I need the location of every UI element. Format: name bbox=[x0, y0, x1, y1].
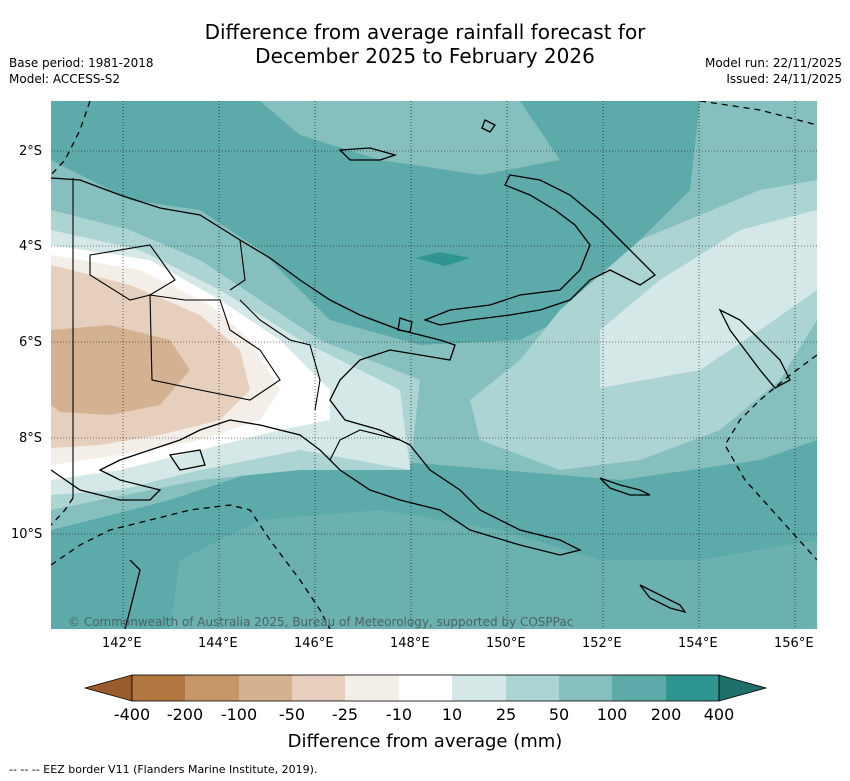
lon-label: 156°E bbox=[774, 636, 814, 651]
colorbar-cell bbox=[399, 675, 452, 701]
contour-east-10-25 bbox=[600, 210, 817, 388]
eez-borders bbox=[51, 101, 817, 629]
lat-label: 6°S bbox=[19, 335, 43, 350]
eez-footnote: -- -- -- EEZ border V11 (Flanders Marine… bbox=[9, 763, 318, 776]
province-border-5 bbox=[229, 239, 246, 291]
colorbar-tick: -200 bbox=[166, 705, 204, 724]
colorbar-tick: 50 bbox=[548, 705, 570, 724]
eez-line-3 bbox=[724, 354, 817, 561]
manus-coast bbox=[338, 147, 398, 161]
lon-label: 144°E bbox=[198, 636, 238, 651]
copyright-notice: © Commonwealth of Australia 2025, Bureau… bbox=[68, 615, 574, 629]
colorbar-cell bbox=[292, 675, 345, 701]
issued-label: Issued: 24/11/2025 bbox=[726, 72, 842, 86]
province-border-4 bbox=[329, 429, 401, 461]
australia-coast bbox=[124, 559, 141, 629]
colorbar-frame bbox=[131, 674, 720, 702]
colorbar-extend-low bbox=[83, 674, 133, 702]
model-label: Model: ACCESS-S2 bbox=[9, 72, 121, 86]
lon-label: 152°E bbox=[582, 636, 622, 651]
colorbar-tick: 25 bbox=[495, 705, 517, 724]
colorbar-cell bbox=[345, 675, 399, 701]
base-period-label: Base period: 1981-2018 bbox=[9, 56, 154, 70]
province-border-3 bbox=[239, 299, 321, 411]
eez-line-1 bbox=[51, 101, 91, 176]
contour-brown-50-100 bbox=[51, 325, 190, 415]
lat-label: 10°S bbox=[11, 527, 43, 542]
colorbar bbox=[83, 674, 768, 702]
map-title-line2: December 2025 to February 2026 bbox=[255, 44, 595, 68]
colorbar-tick: -10 bbox=[385, 705, 413, 724]
colorbar-cell bbox=[452, 675, 506, 701]
colorbar-cell bbox=[132, 675, 185, 701]
delta-coast bbox=[168, 449, 206, 471]
lat-label: 4°S bbox=[19, 239, 43, 254]
island-2 bbox=[397, 317, 413, 333]
colorbar-tick: -50 bbox=[278, 705, 306, 724]
colorbar-tick: 400 bbox=[703, 705, 735, 724]
colorbar-tick: 200 bbox=[650, 705, 682, 724]
bougainville-coast bbox=[718, 308, 791, 389]
coastlines bbox=[51, 119, 791, 629]
lat-label: 8°S bbox=[19, 431, 43, 446]
colorbar-tick: -100 bbox=[220, 705, 258, 724]
lon-label: 148°E bbox=[390, 636, 430, 651]
contour-spot-200 bbox=[415, 252, 470, 266]
colorbar-cell bbox=[185, 675, 239, 701]
lon-label: 154°E bbox=[678, 636, 718, 651]
gridlines bbox=[51, 101, 817, 629]
colorbar-title: Difference from average (mm) bbox=[287, 731, 563, 752]
colorbar-cell bbox=[506, 675, 559, 701]
island-4 bbox=[639, 584, 687, 614]
colorbar-cell bbox=[239, 675, 292, 701]
colorbar-tick: 100 bbox=[596, 705, 628, 724]
colorbar-cell bbox=[559, 675, 612, 701]
lon-label: 150°E bbox=[486, 636, 526, 651]
new-guinea-coast bbox=[51, 177, 582, 556]
colorbar-tick: 10 bbox=[441, 705, 463, 724]
model-run-label: Model run: 22/11/2025 bbox=[704, 56, 842, 70]
island-1 bbox=[481, 119, 496, 133]
eez-line-5 bbox=[51, 497, 74, 526]
contour-south-fade bbox=[170, 510, 817, 629]
contour-south-100-200 bbox=[51, 440, 817, 629]
colorbar-cell bbox=[666, 675, 719, 701]
map-title-line1: Difference from average rainfall forecas… bbox=[204, 20, 646, 44]
lat-label: 2°S bbox=[19, 144, 43, 159]
new-britain-coast bbox=[423, 174, 657, 326]
borders bbox=[72, 178, 401, 498]
lon-label: 146°E bbox=[294, 636, 334, 651]
colorbar-extend-high bbox=[718, 674, 768, 702]
colorbar-tick: -25 bbox=[331, 705, 359, 724]
eez-line-4 bbox=[51, 504, 331, 629]
map-plot-area bbox=[51, 101, 817, 629]
colorbar-tick: -400 bbox=[113, 705, 151, 724]
colorbar-cell bbox=[612, 675, 666, 701]
eez-line-2 bbox=[699, 101, 817, 126]
lon-label: 142°E bbox=[102, 636, 142, 651]
island-3 bbox=[599, 477, 651, 496]
province-border-2 bbox=[149, 294, 281, 401]
